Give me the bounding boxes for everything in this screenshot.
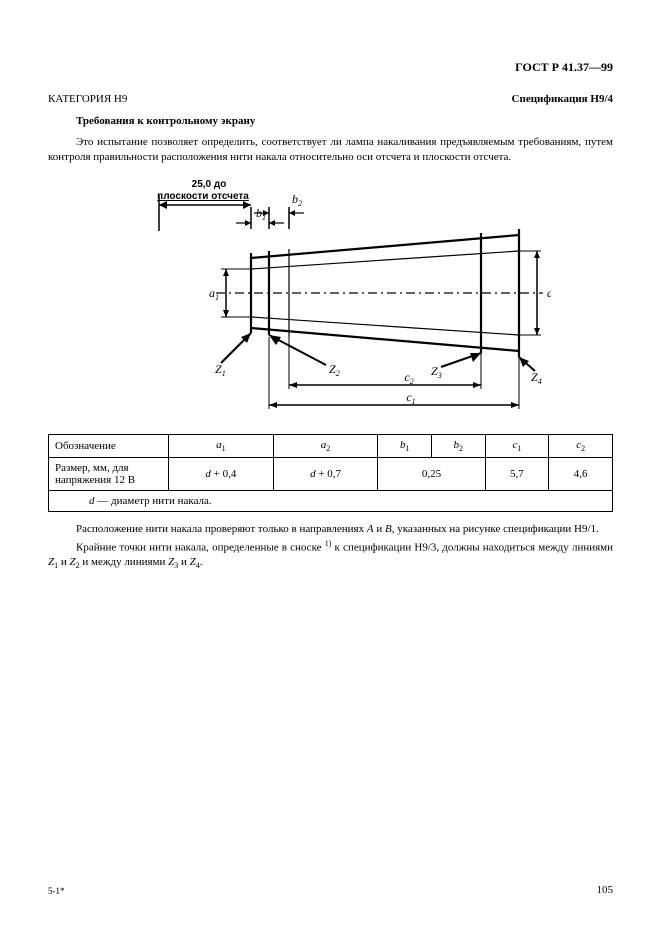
post-text-block: Расположение нити накала проверяют тольк… bbox=[48, 522, 613, 572]
spec-label: Спецификация Н9/4 bbox=[512, 93, 613, 105]
col-b2: b2 bbox=[431, 434, 485, 457]
val-c2: 4,6 bbox=[549, 457, 613, 490]
label-b2: b2 bbox=[292, 192, 302, 208]
diagram-container: 25,0 до плоскости отсчета b1 b2 bbox=[48, 173, 613, 426]
intro-paragraph: Это испытание позволяет определить, соот… bbox=[48, 135, 613, 165]
label-z1: Z1 bbox=[215, 362, 226, 378]
post-p2: Крайние точки нити накала, определенные … bbox=[48, 539, 613, 572]
dim-25: 25,0 до bbox=[191, 179, 226, 190]
table-footnote: d — диаметр нити накала. bbox=[49, 490, 613, 511]
dim-25-line2: плоскости отсчета bbox=[157, 191, 249, 202]
footer-left: 5-1* bbox=[48, 886, 65, 896]
label-z4: Z4 bbox=[531, 370, 542, 386]
col-a1: a1 bbox=[169, 434, 274, 457]
col-b1: b1 bbox=[378, 434, 432, 457]
post-p1: Расположение нити накала проверяют тольк… bbox=[48, 522, 613, 537]
val-a2: d + 0,7 bbox=[273, 457, 378, 490]
val-b: 0,25 bbox=[378, 457, 485, 490]
val-c1: 5,7 bbox=[485, 457, 549, 490]
page-number: 105 bbox=[597, 884, 614, 896]
table-data-row: Размер, мм, для напряжения 12 В d + 0,4 … bbox=[49, 457, 613, 490]
col-c2: c2 bbox=[549, 434, 613, 457]
row-label: Размер, мм, для напряжения 12 В bbox=[49, 457, 169, 490]
label-a2: a2 bbox=[547, 286, 551, 302]
dimensions-table: Обозначение a1 a2 b1 b2 c1 c2 Размер, мм… bbox=[48, 434, 613, 512]
col-label: Обозначение bbox=[49, 434, 169, 457]
label-z3: Z3 bbox=[431, 364, 442, 380]
col-a2: a2 bbox=[273, 434, 378, 457]
table-header-row: Обозначение a1 a2 b1 b2 c1 c2 bbox=[49, 434, 613, 457]
header-row: КАТЕГОРИЯ Н9 Спецификация Н9/4 bbox=[48, 93, 613, 105]
standard-code: ГОСТ Р 41.37—99 bbox=[48, 60, 613, 75]
label-z2: Z2 bbox=[329, 362, 340, 378]
col-c1: c1 bbox=[485, 434, 549, 457]
category-label: КАТЕГОРИЯ Н9 bbox=[48, 93, 127, 105]
table-footnote-row: d — диаметр нити накала. bbox=[49, 490, 613, 511]
val-a1: d + 0,4 bbox=[169, 457, 274, 490]
label-c2: c2 bbox=[404, 370, 413, 386]
label-c1: c1 bbox=[406, 390, 415, 406]
filament-diagram: 25,0 до плоскости отсчета b1 b2 bbox=[111, 173, 551, 423]
label-a1: a1 bbox=[209, 286, 219, 302]
section-subtitle: Требования к контрольному экрану bbox=[76, 115, 613, 127]
